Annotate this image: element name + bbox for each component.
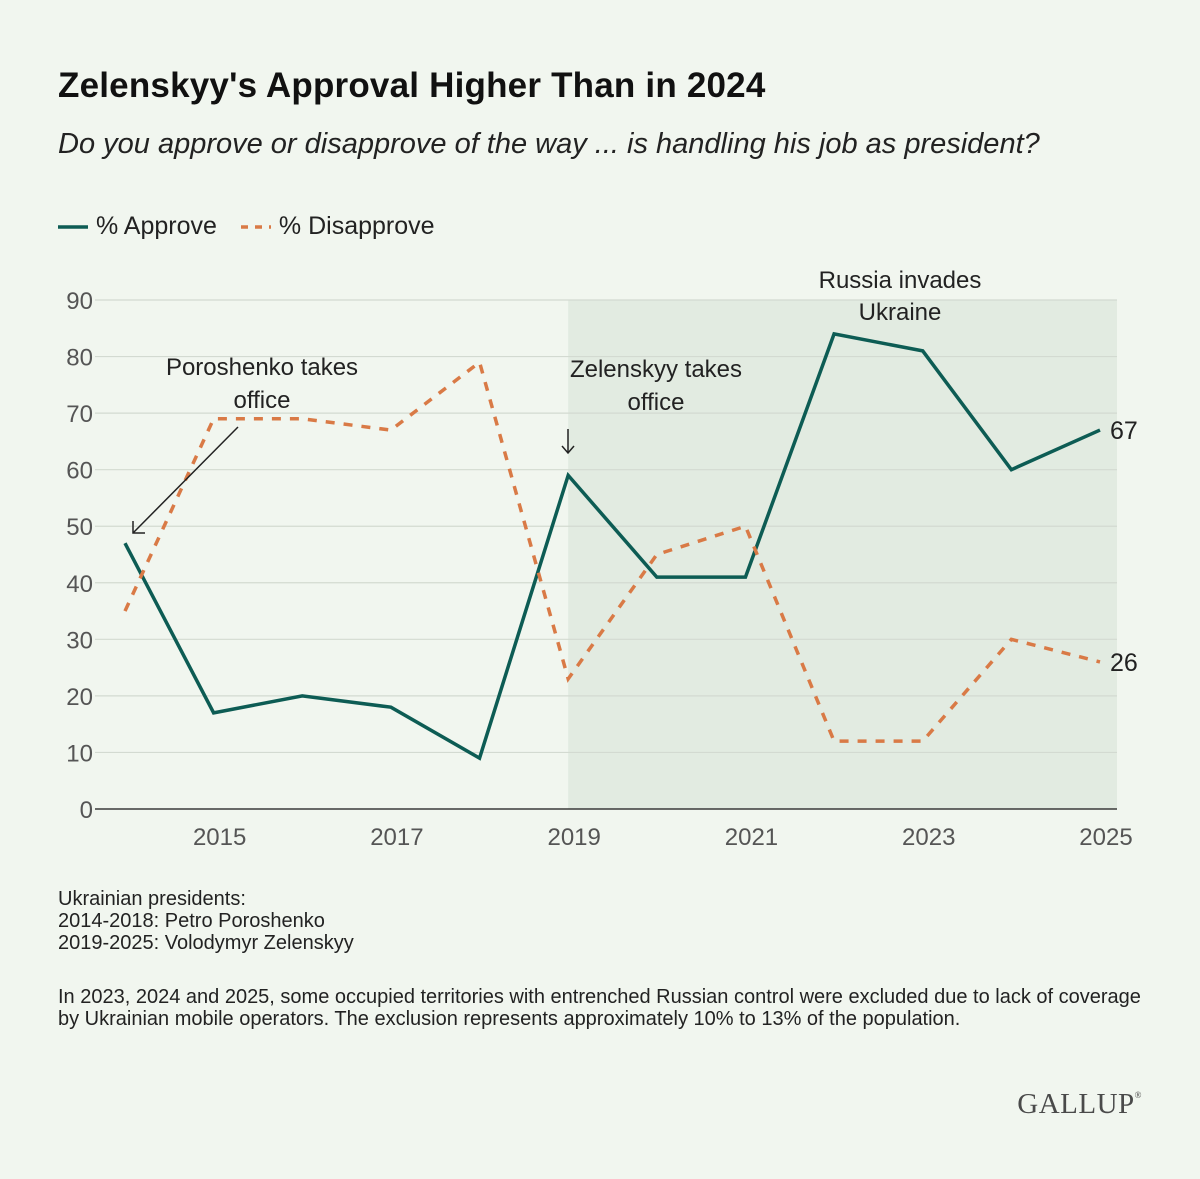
annotation-invasion: Ukraine (859, 299, 942, 326)
x-tick-label: 2021 (725, 824, 778, 851)
x-tick-label: 2015 (193, 824, 246, 851)
y-tick-label: 30 (66, 627, 93, 654)
x-tick-label: 2025 (1079, 824, 1132, 851)
note-line: 2019-2025: Volodymyr Zelenskyy (58, 932, 354, 954)
y-tick-label: 10 (66, 740, 93, 767)
x-tick-label: 2023 (902, 824, 955, 851)
annotation-poroshenko: Poroshenko takes (166, 354, 358, 381)
x-tick-label: 2019 (547, 824, 600, 851)
annotation-arrowhead-poroshenko (132, 521, 145, 534)
gallup-logo: GALLUP® (1017, 1088, 1142, 1121)
annotation-invasion: Russia invades (819, 267, 982, 294)
y-tick-label: 50 (66, 514, 93, 541)
y-tick-label: 0 (80, 797, 93, 824)
note-line: Ukrainian presidents: (58, 888, 246, 910)
coverage-footnote: In 2023, 2024 and 2025, some occupied te… (58, 986, 1141, 1030)
approve-line (123, 331, 1101, 761)
disapprove-swatch (240, 224, 271, 229)
legend: % Approve % Disapprove (58, 212, 459, 241)
annotation-poroshenko: office (234, 387, 291, 414)
y-tick-label: 90 (66, 288, 93, 315)
logo-text: GALLUP (1017, 1088, 1135, 1120)
y-tick-label: 20 (66, 684, 93, 711)
legend-label-disapprove: % Disapprove (278, 212, 435, 240)
approve-end-label: 67 (1110, 417, 1138, 445)
approve-swatch (58, 224, 88, 229)
x-tick-label: 2017 (370, 824, 423, 851)
zelenskyy-era-shading (568, 300, 1117, 809)
chart-subtitle: Do you approve or disapprove of the way … (58, 128, 1040, 160)
note-line: 2014-2018: Petro Poroshenko (58, 910, 325, 932)
annotation-zelenskyy: Zelenskyy takes (570, 356, 742, 383)
presidents-note: Ukrainian presidents: 2014-2018: Petro P… (58, 888, 1158, 954)
y-tick-label: 60 (66, 458, 93, 485)
annotation-arrow-poroshenko (132, 426, 239, 534)
y-tick-label: 80 (66, 345, 93, 372)
y-tick-label: 70 (66, 401, 93, 428)
disapprove-end-label: 26 (1110, 649, 1138, 677)
y-tick-label: 40 (66, 571, 93, 598)
line-chart: 0 10 20 30 40 50 60 70 80 90 2015 2017 2019 2021 2023 2… (66, 267, 1138, 851)
chart-title: Zelenskyy's Approval Higher Than in 2024 (58, 66, 766, 105)
annotation-arrowhead-zelenskyy (561, 445, 575, 455)
legend-item-approve: % Approve (58, 212, 217, 241)
annotation-zelenskyy: office (628, 389, 685, 416)
registered-mark: ® (1134, 1090, 1142, 1100)
legend-label-approve: % Approve (96, 212, 217, 240)
legend-item-disapprove: % Disapprove (240, 212, 435, 241)
disapprove-line (123, 359, 1101, 743)
